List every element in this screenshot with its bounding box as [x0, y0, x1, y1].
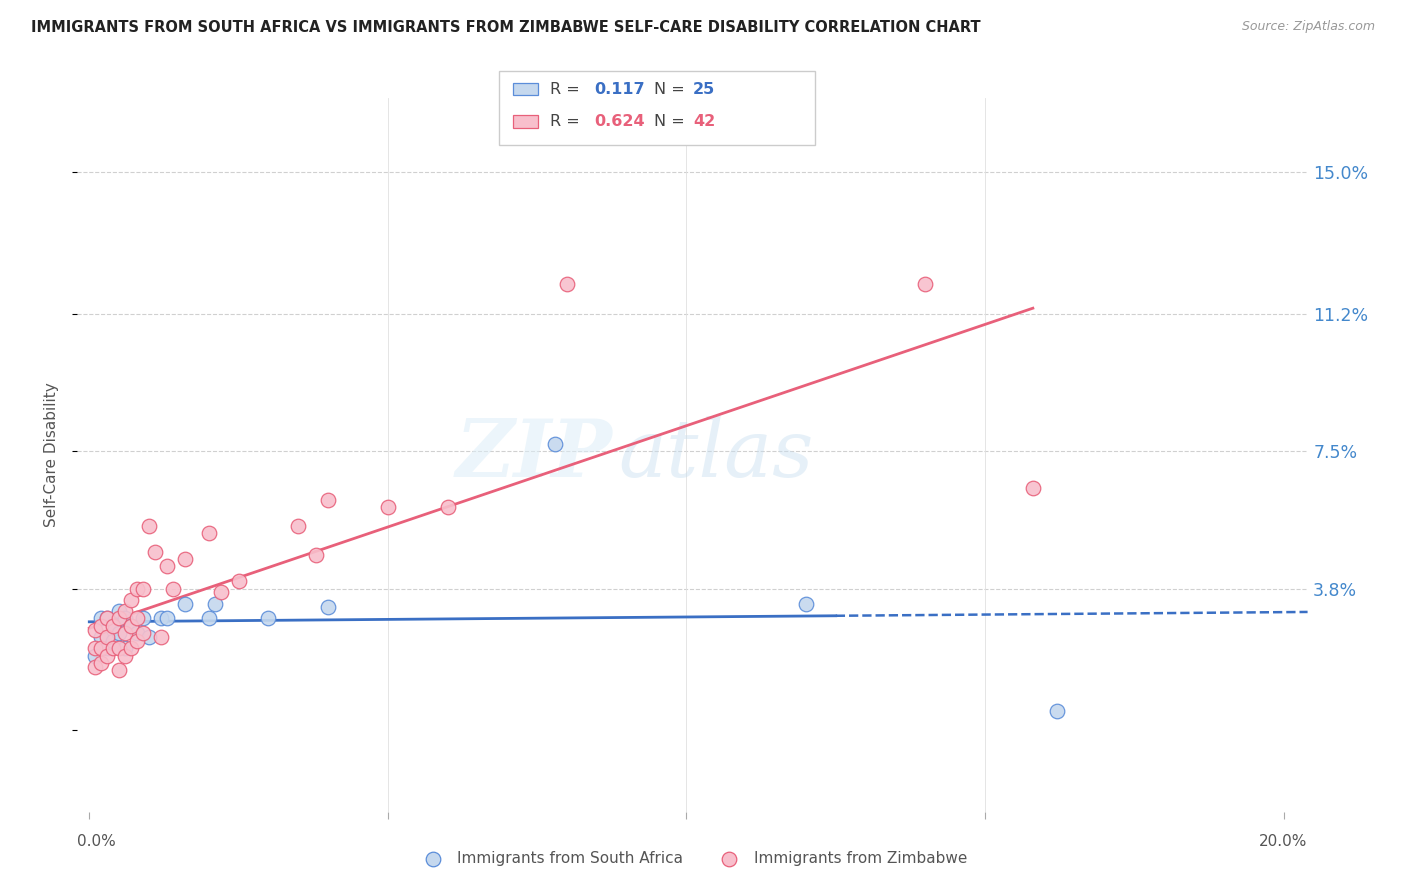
Point — [197, 611, 219, 625]
Point — [120, 592, 142, 607]
Point — [108, 664, 131, 678]
Point — [204, 597, 226, 611]
Point — [125, 611, 148, 625]
Text: ZIP: ZIP — [456, 417, 613, 493]
Point — [96, 611, 118, 625]
Point — [132, 582, 155, 596]
Text: N =: N = — [654, 114, 690, 128]
Point — [316, 492, 339, 507]
Text: N =: N = — [654, 82, 690, 96]
Point — [90, 619, 112, 633]
Point — [90, 641, 112, 656]
Point — [101, 619, 124, 633]
Point — [84, 623, 107, 637]
Point — [120, 619, 142, 633]
Point — [96, 611, 118, 625]
Point — [377, 500, 399, 514]
Point — [156, 611, 179, 625]
Point — [114, 604, 136, 618]
Point — [1046, 705, 1069, 719]
Point — [436, 500, 458, 514]
Point — [120, 641, 142, 656]
Point — [228, 574, 250, 589]
Point — [305, 548, 328, 563]
Point — [96, 630, 118, 644]
Legend: Immigrants from South Africa, Immigrants from Zimbabwe: Immigrants from South Africa, Immigrants… — [412, 845, 973, 871]
Y-axis label: Self-Care Disability: Self-Care Disability — [44, 383, 59, 527]
Point — [108, 604, 131, 618]
Point — [143, 544, 166, 558]
Point — [125, 626, 148, 640]
Point — [101, 619, 124, 633]
Point — [125, 582, 148, 596]
Point — [120, 619, 142, 633]
Point — [96, 641, 118, 656]
Text: atlas: atlas — [619, 417, 814, 493]
Point — [114, 641, 136, 656]
Point — [90, 656, 112, 670]
Point — [108, 641, 131, 656]
Text: 0.0%: 0.0% — [77, 834, 117, 849]
Point — [316, 600, 339, 615]
Point — [544, 436, 567, 450]
Point — [173, 552, 195, 566]
Point — [914, 277, 936, 291]
Point — [108, 611, 131, 625]
Point — [173, 597, 195, 611]
Point — [114, 611, 136, 625]
Text: 20.0%: 20.0% — [1260, 834, 1308, 849]
Point — [197, 526, 219, 541]
Point — [101, 633, 124, 648]
Point — [794, 597, 817, 611]
Text: IMMIGRANTS FROM SOUTH AFRICA VS IMMIGRANTS FROM ZIMBABWE SELF-CARE DISABILITY CO: IMMIGRANTS FROM SOUTH AFRICA VS IMMIGRAN… — [31, 20, 980, 35]
Text: 0.117: 0.117 — [595, 82, 645, 96]
Point — [108, 626, 131, 640]
Point — [209, 585, 232, 599]
Point — [138, 518, 160, 533]
Text: 0.624: 0.624 — [595, 114, 645, 128]
Point — [125, 633, 148, 648]
Point — [132, 626, 155, 640]
Point — [90, 611, 112, 625]
Point — [101, 641, 124, 656]
Point — [90, 630, 112, 644]
Point — [84, 660, 107, 674]
Point — [132, 611, 155, 625]
Point — [114, 648, 136, 663]
Text: Source: ZipAtlas.com: Source: ZipAtlas.com — [1241, 20, 1375, 33]
Point — [555, 277, 578, 291]
Text: 25: 25 — [693, 82, 716, 96]
Point — [114, 626, 136, 640]
Text: R =: R = — [550, 114, 589, 128]
Point — [84, 641, 107, 656]
Text: R =: R = — [550, 82, 589, 96]
Point — [156, 559, 179, 574]
Point — [162, 582, 184, 596]
Point — [1022, 482, 1045, 496]
Point — [96, 648, 118, 663]
Point — [84, 648, 107, 663]
Point — [257, 611, 280, 625]
Point — [138, 630, 160, 644]
Text: 42: 42 — [693, 114, 716, 128]
Point — [287, 518, 309, 533]
Point — [149, 611, 172, 625]
Point — [149, 630, 172, 644]
